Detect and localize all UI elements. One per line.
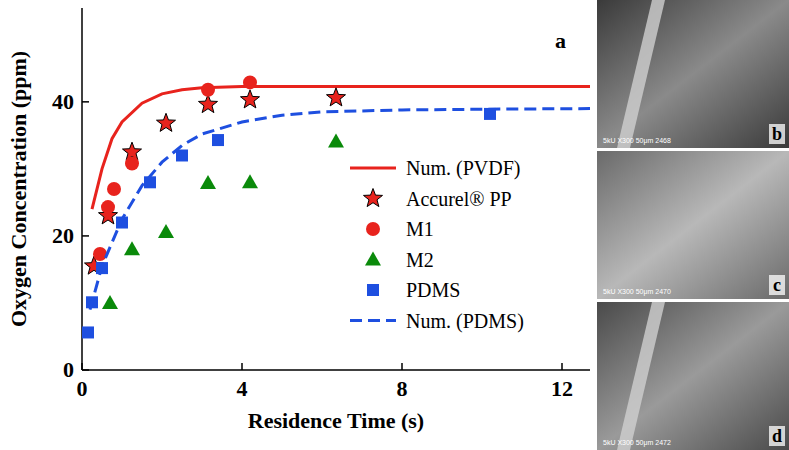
- legend-swatch: [365, 252, 381, 266]
- point: [243, 75, 257, 89]
- x-tick-label: 4: [237, 376, 248, 401]
- image-label: c: [773, 275, 781, 295]
- legend-swatch: [350, 167, 396, 170]
- y-tick: [82, 235, 89, 237]
- x-tick: [561, 363, 563, 370]
- legend-label: Accurel® PP: [406, 188, 512, 210]
- legend-swatch: [367, 284, 379, 296]
- curve: [90, 109, 590, 310]
- x-axis: [82, 369, 590, 371]
- point: [107, 182, 121, 196]
- x-tick: [401, 363, 403, 370]
- figure: 0 4 8 12 0 20 40 Residence Time (s) Oxygen Conce…: [0, 0, 789, 450]
- point: [212, 134, 224, 146]
- y-tick-label: 20: [52, 223, 74, 248]
- legend-swatch: [350, 319, 396, 322]
- legend-label: M1: [406, 218, 434, 240]
- point: [200, 175, 216, 189]
- point: [201, 83, 215, 97]
- image-label: b: [772, 124, 782, 144]
- legend: Num. (PVDF) Accurel® PP M1 M2 PDMS Num. (PDMS…: [350, 157, 524, 333]
- x-tick: [241, 363, 243, 370]
- y-axis-title: Oxygen Concentration (ppm): [6, 51, 31, 327]
- sem-feature: [617, 302, 665, 450]
- point: [101, 200, 115, 214]
- sem-image: [597, 0, 789, 148]
- sem-caption: 5kU X300 50μm 2470: [603, 288, 671, 296]
- point: [326, 88, 345, 106]
- legend-label: M2: [406, 249, 434, 271]
- point: [125, 157, 139, 171]
- point: [93, 247, 107, 261]
- point: [242, 174, 258, 188]
- panel-label: a: [555, 28, 566, 53]
- plot-data: [82, 75, 590, 338]
- x-tick-label: 0: [77, 376, 88, 401]
- y-tick-label: 0: [63, 357, 74, 382]
- x-axis-title: Residence Time (s): [248, 408, 424, 433]
- legend-label: PDMS: [406, 279, 460, 301]
- sem-feature: [617, 0, 665, 148]
- point: [328, 133, 344, 147]
- image-label: d: [772, 426, 782, 446]
- label-ground: [769, 124, 785, 144]
- sem-image: [597, 151, 789, 299]
- sem-caption: 5kU X300 50μm 2472: [603, 439, 671, 447]
- point: [82, 326, 94, 338]
- point: [124, 241, 140, 255]
- y-axis: [81, 8, 83, 370]
- point: [156, 113, 175, 131]
- point: [198, 95, 217, 113]
- point: [158, 224, 174, 238]
- x-tick: [81, 363, 83, 370]
- sem-caption: 5kU X300 50μm 2468: [603, 137, 671, 145]
- legend-label: Num. (PVDF): [406, 157, 520, 180]
- x-tick-label: 12: [551, 376, 573, 401]
- label-ground: [769, 426, 785, 446]
- sem-image: [597, 302, 789, 450]
- x-tick-label: 8: [397, 376, 408, 401]
- y-tick: [82, 101, 89, 103]
- point: [176, 149, 188, 161]
- y-tick-label: 40: [52, 89, 74, 114]
- legend-label: Num. (PDMS): [406, 310, 524, 333]
- label-ground: [769, 275, 785, 295]
- y-tick: [82, 369, 89, 371]
- legend-swatch: [363, 189, 382, 207]
- curve: [92, 86, 590, 209]
- legend-swatch: [366, 222, 380, 236]
- point: [102, 295, 118, 309]
- point: [240, 90, 259, 108]
